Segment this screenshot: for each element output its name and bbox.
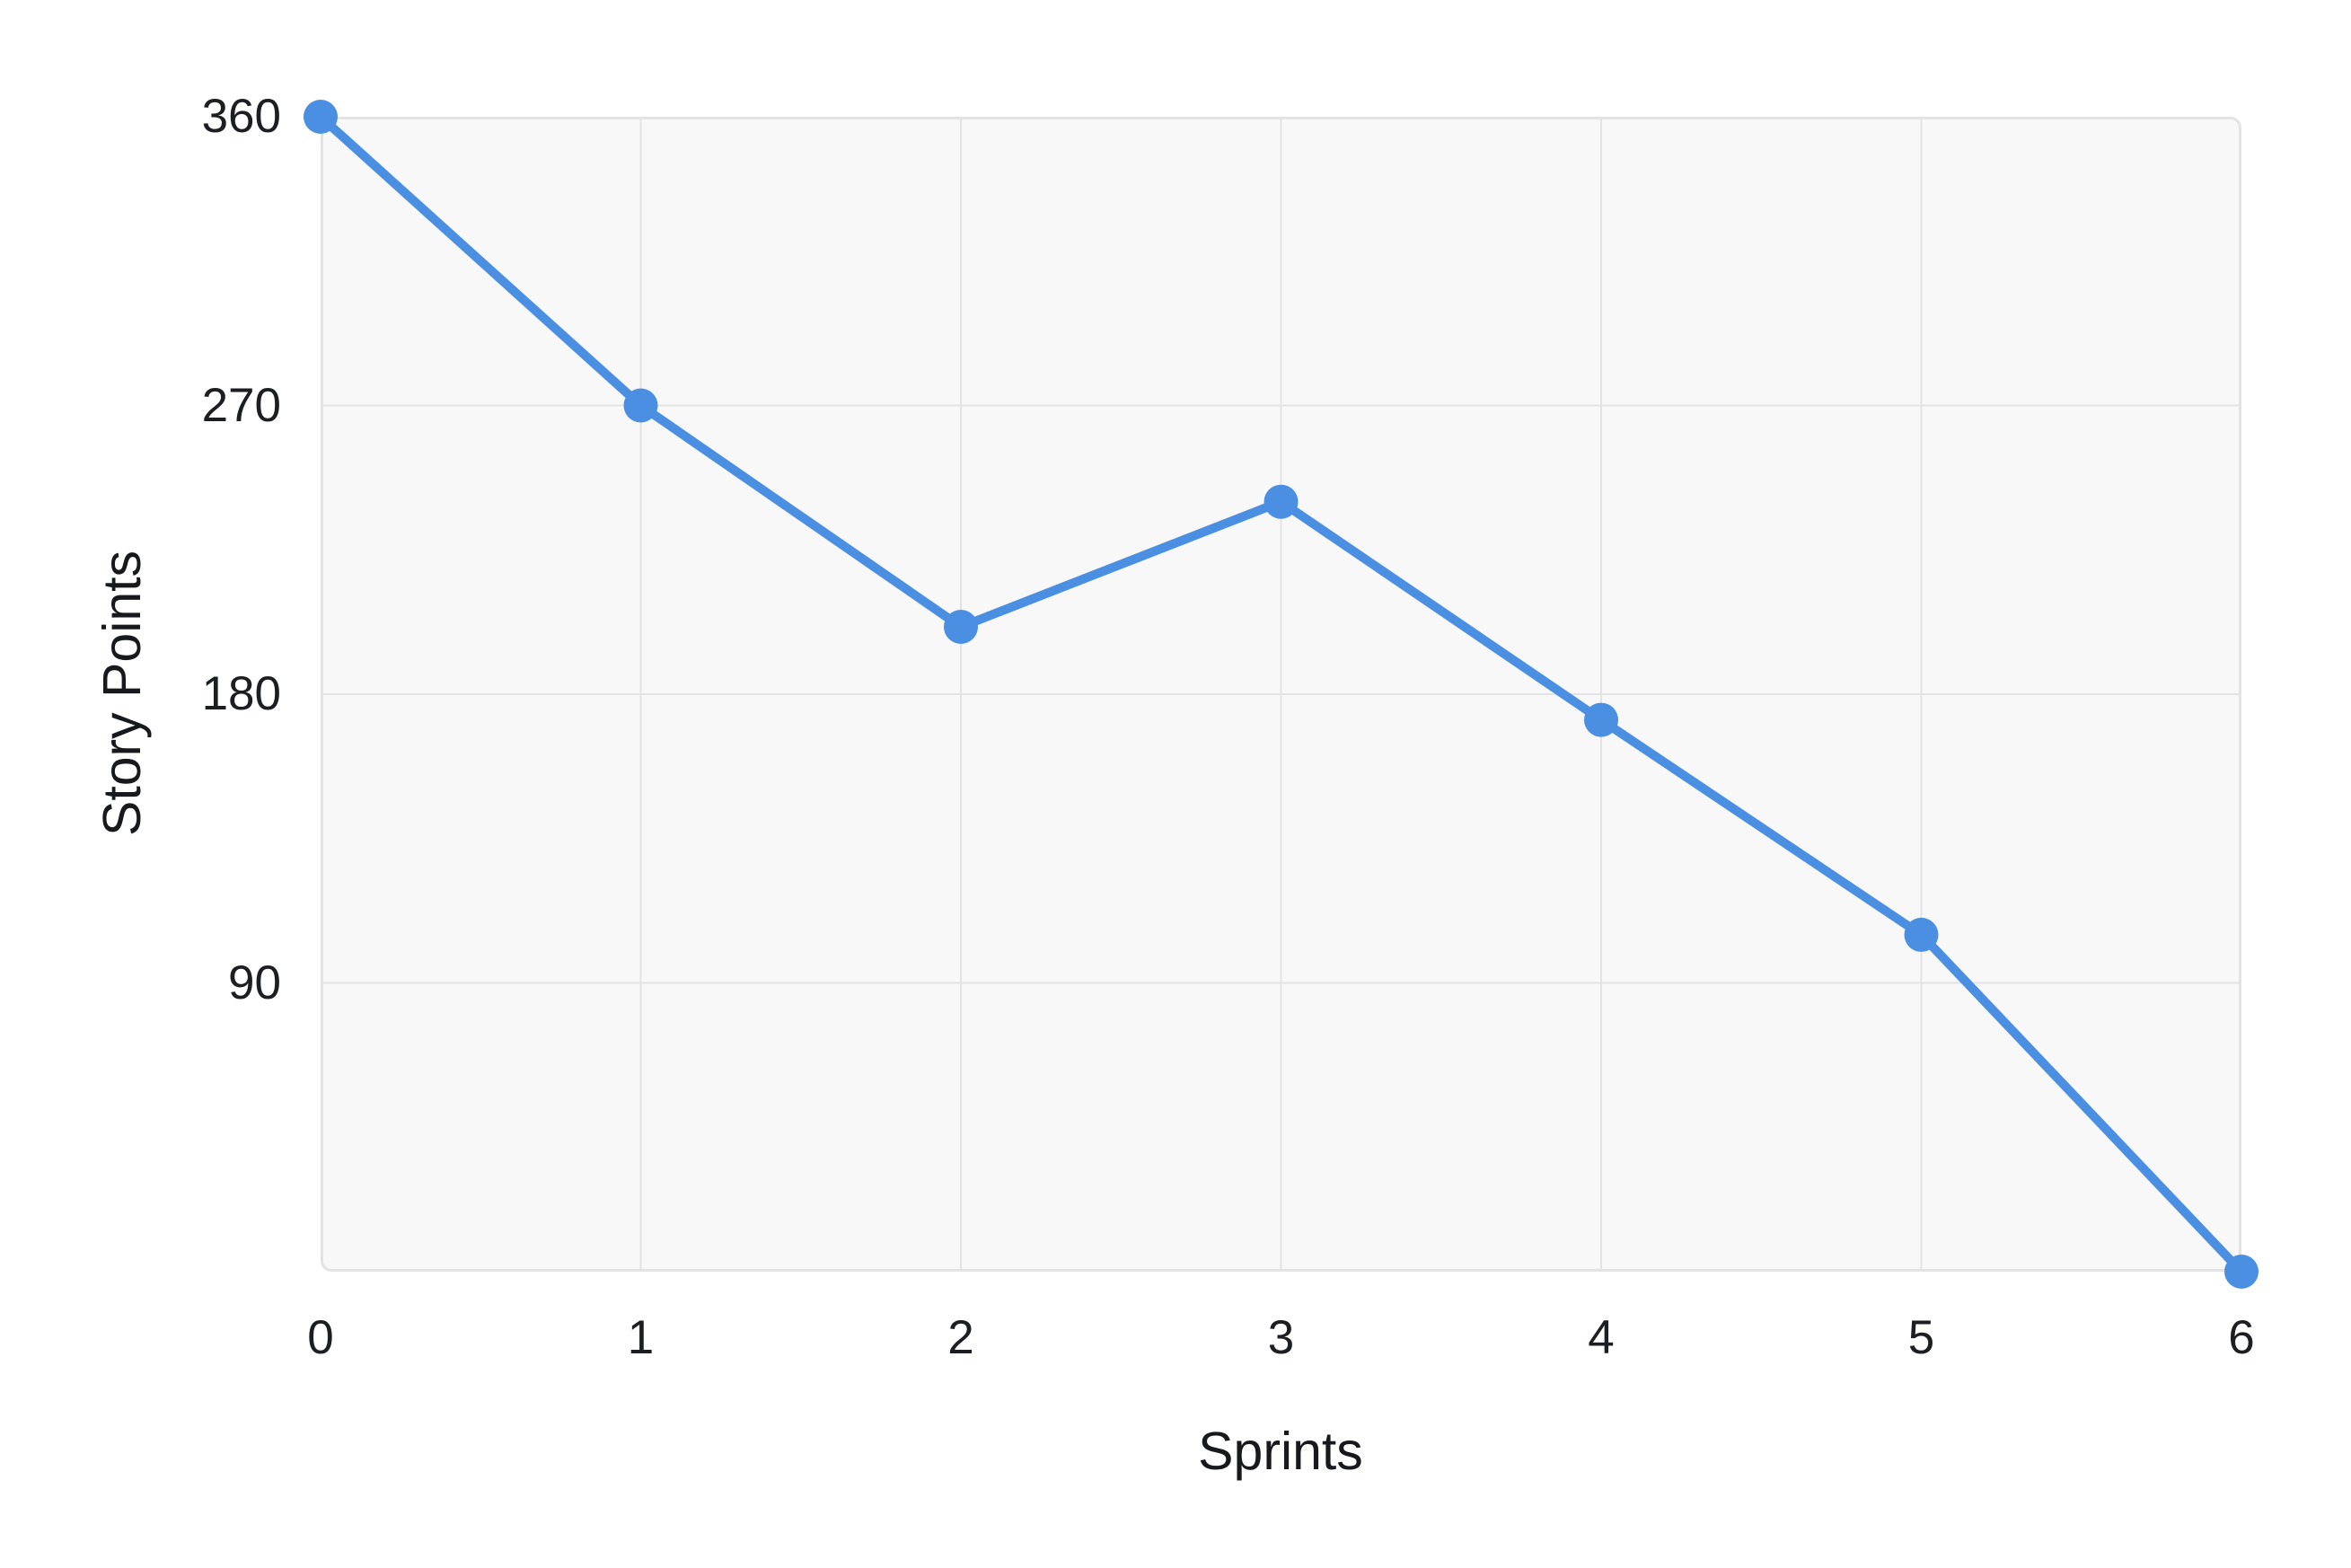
y-tick-label: 180 <box>201 667 281 720</box>
x-tick-label: 6 <box>2228 1311 2255 1364</box>
x-tick-label: 5 <box>1907 1311 1935 1364</box>
y-axis-title: Story Points <box>92 550 152 837</box>
x-tick-label: 0 <box>307 1311 334 1364</box>
data-point <box>1584 702 1618 737</box>
y-tick-label: 360 <box>201 90 281 143</box>
chart-canvas <box>304 100 2259 1289</box>
x-tick-label: 1 <box>627 1311 655 1364</box>
data-point <box>304 100 338 134</box>
x-tick-label: 3 <box>1267 1311 1295 1364</box>
data-point <box>1904 917 1939 952</box>
x-axis-title: Sprints <box>1198 1422 1363 1481</box>
data-point <box>2224 1255 2259 1289</box>
y-tick-label: 270 <box>201 378 281 432</box>
data-point <box>623 388 658 423</box>
y-tick-label: 90 <box>228 956 281 1009</box>
x-tick-label: 2 <box>947 1311 974 1364</box>
x-tick-label: 4 <box>1588 1311 1615 1364</box>
data-point <box>1264 484 1299 519</box>
data-point <box>944 610 978 644</box>
